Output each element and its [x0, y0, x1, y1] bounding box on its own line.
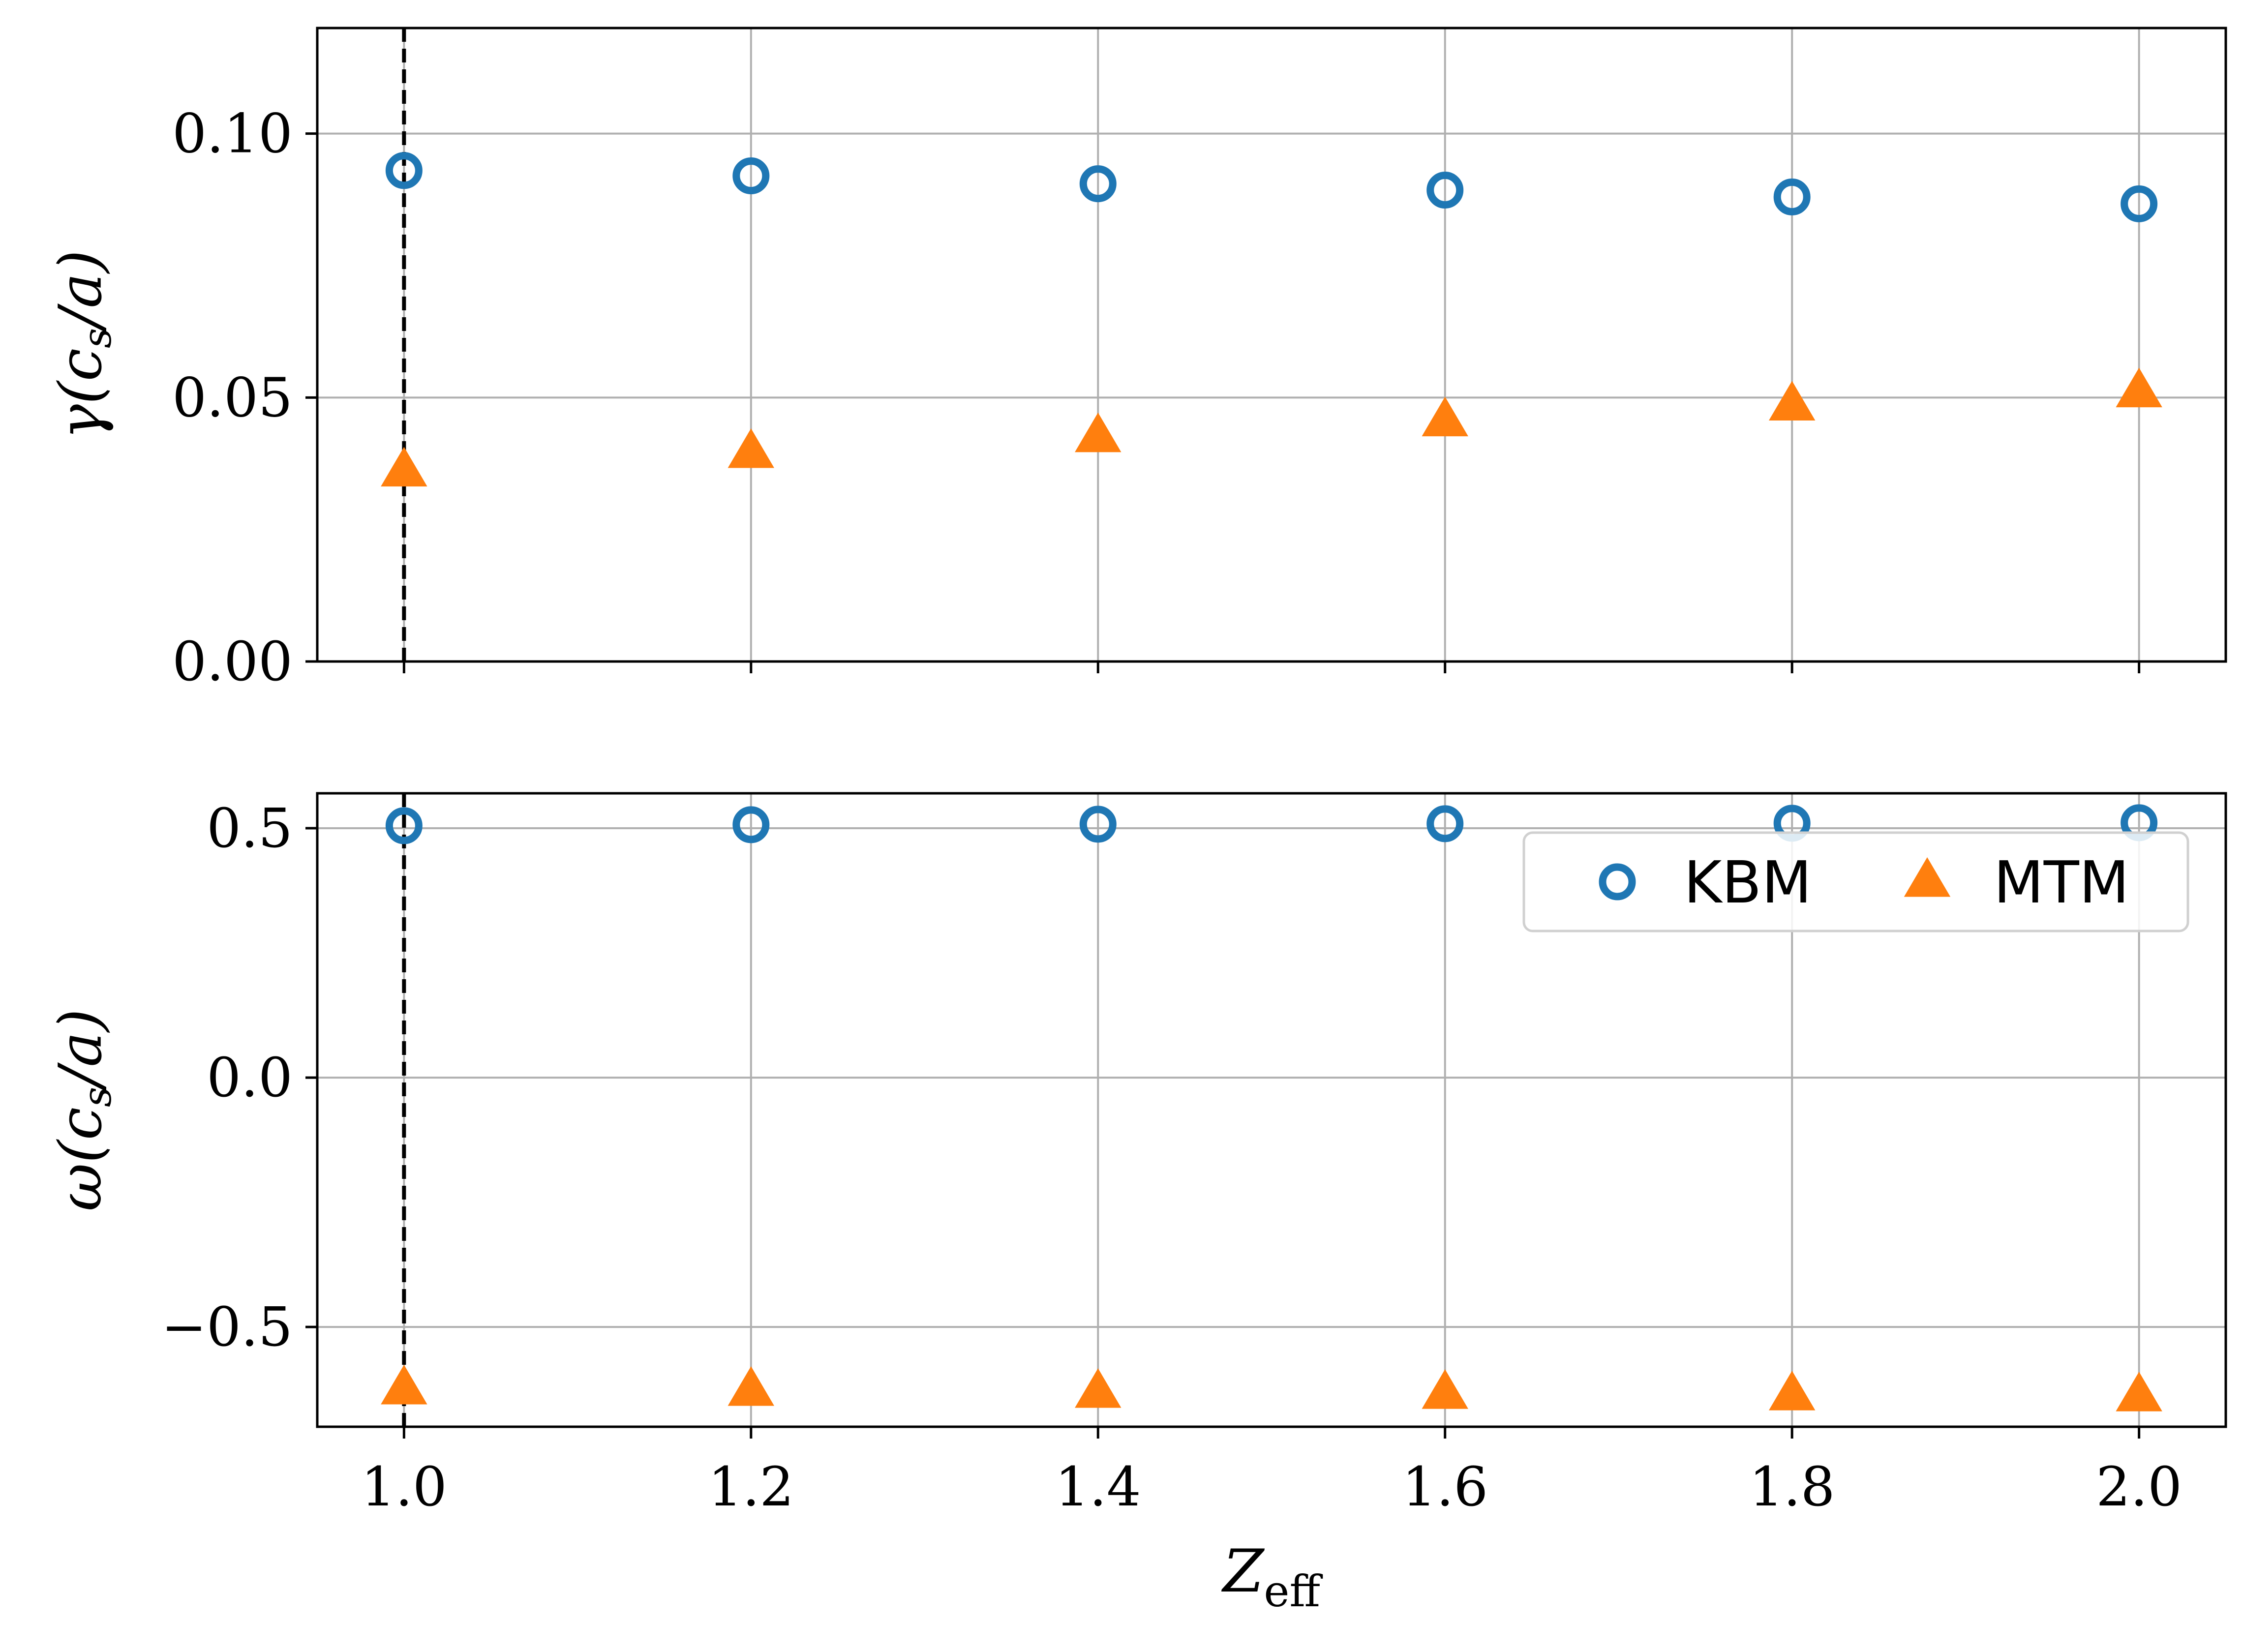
mtm-point: [1422, 1369, 1468, 1409]
mtm-point: [381, 447, 427, 487]
axes-frame: [316, 792, 2227, 1428]
kbm-point: [385, 807, 423, 844]
kbm-point: [385, 152, 423, 189]
kbm-legend-marker: [1599, 863, 1636, 901]
kbm-point: [1773, 178, 1811, 215]
mtm-legend-marker: [1904, 857, 1951, 897]
legend-label: MTM: [1994, 848, 2129, 916]
axes-frame: [316, 27, 2227, 663]
kbm-point: [2121, 185, 2158, 222]
x-axis-label: Zeff: [1221, 1537, 1323, 1617]
mtm-point: [381, 1364, 427, 1405]
y-tick-label: 0.0: [207, 1046, 293, 1109]
kbm-point: [1426, 805, 1464, 842]
y-tick-label: 0.05: [172, 366, 293, 429]
y-tick-label: 0.00: [172, 630, 293, 693]
mtm-point: [1422, 396, 1468, 437]
mtm-point: [1075, 1368, 1122, 1408]
legend: KBM MTM: [1522, 831, 2189, 932]
mtm-point: [727, 428, 775, 468]
x-tick-label: 2.0: [2096, 1455, 2182, 1518]
frequency-panel: −0.5 0.0 0.5 1.0 1.2 1.4 1.6 1.8 2.0 ω(cs/a) Zeff: [47, 792, 2227, 1617]
y-tick-label: 0.10: [172, 102, 293, 165]
mtm-point: [2116, 1372, 2162, 1412]
y-axis-label: ω(cs/a): [47, 1009, 120, 1211]
mtm-point: [2116, 367, 2162, 408]
y-tick-label: 0.5: [207, 797, 293, 860]
x-tick-label: 1.8: [1749, 1455, 1835, 1518]
mtm-point: [1768, 1371, 1816, 1411]
x-tick-label: 1.0: [361, 1455, 447, 1518]
y-axis-label: γ(cs/a): [47, 250, 120, 440]
x-tick-label: 1.4: [1055, 1455, 1141, 1518]
x-tick-label: 1.2: [708, 1455, 794, 1518]
kbm-point: [1079, 165, 1117, 203]
growth-rate-panel: 0.00 0.05 0.10 γ(cs/a): [47, 27, 2227, 693]
kbm-point: [732, 806, 770, 843]
mtm-point: [1075, 412, 1122, 452]
x-tick-label: 1.6: [1402, 1455, 1488, 1518]
kbm-point: [1426, 172, 1464, 209]
y-tick-label: −0.5: [161, 1295, 293, 1358]
legend-box: [1522, 831, 2189, 932]
kbm-point: [1079, 806, 1117, 843]
mtm-point: [727, 1366, 775, 1406]
kbm-point: [732, 157, 770, 195]
mtm-point: [1768, 381, 1816, 421]
legend-label: KBM: [1684, 848, 1812, 916]
